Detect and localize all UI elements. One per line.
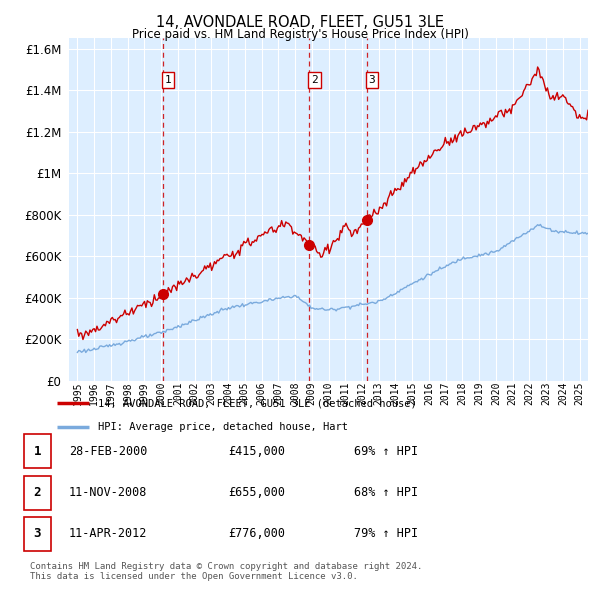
Text: 14, AVONDALE ROAD, FLEET, GU51 3LE: 14, AVONDALE ROAD, FLEET, GU51 3LE bbox=[156, 15, 444, 30]
Text: £776,000: £776,000 bbox=[228, 527, 285, 540]
Text: 3: 3 bbox=[368, 75, 375, 85]
Text: 11-NOV-2008: 11-NOV-2008 bbox=[69, 486, 148, 499]
Text: 69% ↑ HPI: 69% ↑ HPI bbox=[354, 445, 418, 458]
Text: Contains HM Land Registry data © Crown copyright and database right 2024.
This d: Contains HM Land Registry data © Crown c… bbox=[30, 562, 422, 581]
Text: 11-APR-2012: 11-APR-2012 bbox=[69, 527, 148, 540]
Text: 1: 1 bbox=[165, 75, 172, 85]
Text: HPI: Average price, detached house, Hart: HPI: Average price, detached house, Hart bbox=[97, 422, 347, 432]
Text: 68% ↑ HPI: 68% ↑ HPI bbox=[354, 486, 418, 499]
Text: £415,000: £415,000 bbox=[228, 445, 285, 458]
Text: 79% ↑ HPI: 79% ↑ HPI bbox=[354, 527, 418, 540]
Text: 1: 1 bbox=[34, 445, 41, 458]
Text: 3: 3 bbox=[34, 527, 41, 540]
Text: Price paid vs. HM Land Registry's House Price Index (HPI): Price paid vs. HM Land Registry's House … bbox=[131, 28, 469, 41]
Text: 2: 2 bbox=[34, 486, 41, 499]
Text: 28-FEB-2000: 28-FEB-2000 bbox=[69, 445, 148, 458]
Text: 14, AVONDALE ROAD, FLEET, GU51 3LE (detached house): 14, AVONDALE ROAD, FLEET, GU51 3LE (deta… bbox=[97, 398, 416, 408]
Text: £655,000: £655,000 bbox=[228, 486, 285, 499]
Text: 2: 2 bbox=[311, 75, 318, 85]
